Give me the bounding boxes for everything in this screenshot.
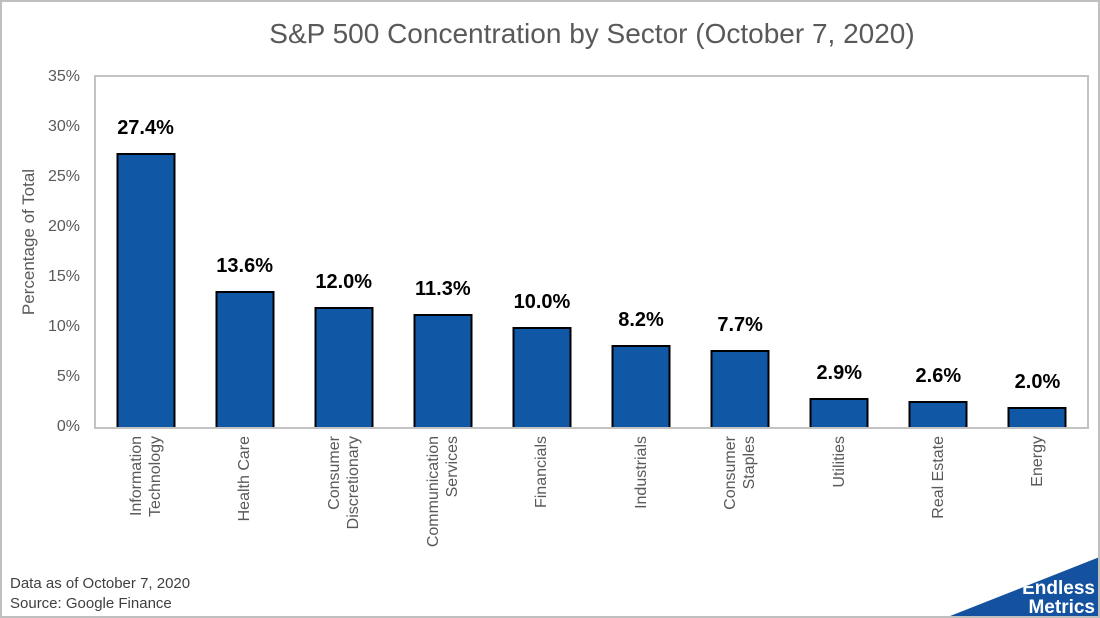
bar-value-label: 27.4% (117, 117, 174, 139)
x-tick-label: Real Estate (929, 436, 947, 519)
bar-value-label: 7.7% (717, 314, 763, 336)
y-tick-label: 35% (47, 68, 80, 85)
bar-10 (1007, 407, 1067, 427)
y-tick-label: 15% (47, 268, 80, 285)
bar-value-label: 10.0% (513, 291, 571, 314)
bar-value-label: 2.9% (816, 362, 863, 384)
footer-notes: Data as of October 7, 2020 Source: Googl… (10, 574, 190, 614)
bar-4 (413, 314, 473, 427)
chart-title: S&P 500 Concentration by Sector (October… (269, 18, 915, 49)
plot-area: 27.4% 13.6% 12.0% 11.3% 10.0% 8.2% 7.7% 2.9% 2.6… (94, 75, 1089, 429)
bar-slot: 7.7% (691, 77, 790, 427)
bar-9 (908, 401, 968, 427)
bar-value-label: 12.0% (315, 271, 373, 293)
endless-metrics-logo-text: Endless Metrics (1022, 578, 1095, 618)
x-tick-label: Health Care (236, 436, 254, 522)
y-axis-ticks: 0% 5% 10% 15% 20% 25% 30% 35% (2, 68, 80, 435)
bar-3 (314, 307, 374, 427)
bar-value-label: 8.2% (618, 309, 664, 331)
x-tick-label: Financials (533, 436, 551, 509)
x-tick-label: Consumer Discretionary (325, 436, 362, 530)
bar-slot: 13.6% (195, 77, 294, 427)
x-tick-label: Utilities (830, 436, 848, 488)
bar-slot: 10.0% (492, 77, 591, 427)
bar-6 (611, 345, 671, 427)
bar-slot: 2.9% (790, 77, 889, 427)
bar-slot: 11.3% (393, 77, 492, 427)
logo-line-2: Metrics (1028, 597, 1095, 618)
footer-data-date: Data as of October 7, 2020 (10, 575, 191, 592)
y-tick-label: 0% (56, 418, 80, 435)
x-tick-label: Consumer Staples (722, 436, 759, 510)
bar-value-label: 11.3% (415, 278, 471, 300)
y-tick-label: 25% (47, 168, 80, 185)
bar-value-label: 2.0% (1014, 371, 1061, 393)
bar-2 (215, 291, 275, 427)
bar-1 (116, 153, 176, 427)
bar-slot: 12.0% (294, 77, 393, 427)
bar-slot: 2.6% (889, 77, 988, 427)
x-tick-label: Communication Services (424, 436, 461, 548)
bar-slot: 27.4% (96, 77, 195, 427)
bar-slot: 2.0% (988, 77, 1087, 427)
bar-value-label: 13.6% (216, 255, 273, 277)
y-tick-label: 5% (56, 368, 80, 385)
bar-8 (809, 398, 869, 427)
footer-source: Source: Google Finance (10, 595, 172, 612)
bar-slot: 8.2% (592, 77, 691, 427)
logo-line-1: Endless (1022, 578, 1095, 599)
y-tick-label: 10% (47, 318, 80, 335)
bar-7 (710, 350, 770, 427)
bar-value-label: 2.6% (915, 365, 962, 387)
y-tick-label: 30% (47, 118, 80, 135)
x-axis-labels: Information Technology Health Care Consume… (94, 436, 1089, 581)
x-tick-label: Industrials (632, 436, 650, 509)
bar-5 (512, 327, 572, 427)
y-tick-label: 20% (47, 218, 80, 235)
